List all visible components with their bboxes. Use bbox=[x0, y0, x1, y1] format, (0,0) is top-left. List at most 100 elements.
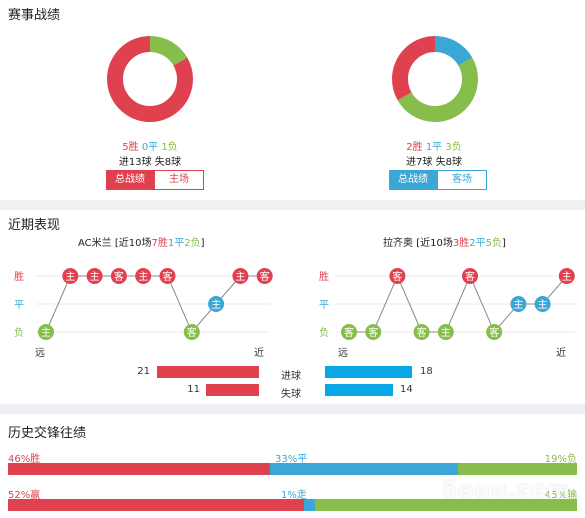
match-venue-label: 主 bbox=[41, 327, 51, 339]
left-win-count: 5胜 bbox=[122, 142, 139, 153]
match-result-point bbox=[86, 268, 103, 284]
right-record: 2胜 1平 3负 bbox=[384, 138, 484, 153]
match-venue-label: 主 bbox=[235, 271, 245, 283]
right-conceded-value: 14 bbox=[400, 384, 413, 395]
match-result-point bbox=[486, 324, 503, 340]
right-scored-bar bbox=[325, 366, 413, 378]
handicap-push-label: 1%走 bbox=[281, 490, 307, 501]
history-segment-p2 bbox=[303, 499, 316, 511]
match-result-point bbox=[62, 268, 79, 284]
match-venue-label: 客 bbox=[260, 270, 270, 283]
tab-overall-left[interactable]: 总战绩 bbox=[106, 170, 154, 190]
right-record-suffix: ] bbox=[501, 238, 506, 249]
left-donut bbox=[107, 36, 193, 122]
tab-away[interactable]: 客场 bbox=[437, 170, 487, 190]
left-recent-loss: 2负 bbox=[184, 238, 201, 249]
match-result-point bbox=[256, 268, 273, 284]
right-axis-near: 近 bbox=[556, 346, 566, 359]
history-segment-p1 bbox=[8, 463, 270, 475]
match-venue-label: 主 bbox=[441, 327, 451, 339]
left-recent-win: 7胜 bbox=[151, 238, 168, 249]
donut-slice-win bbox=[392, 36, 478, 122]
left-conceded-value: 11 bbox=[187, 384, 200, 395]
match-venue-label: 主 bbox=[211, 299, 221, 311]
match-venue-label: 客 bbox=[344, 326, 354, 339]
match-venue-label: 主 bbox=[138, 271, 148, 283]
summary-title: 赛事战绩 bbox=[8, 8, 61, 23]
recent-panel: 近期表现 AC米兰 [近10场7胜1平2负] 拉齐奥 [近10场3胜2平5负] … bbox=[0, 210, 585, 404]
match-result-point bbox=[510, 296, 527, 312]
left-axis-draw: 平 bbox=[14, 300, 24, 311]
right-recent-loss: 5负 bbox=[485, 238, 502, 249]
match-result-point bbox=[534, 296, 551, 312]
right-axis-win: 胜 bbox=[319, 271, 329, 283]
left-conceded-bar bbox=[205, 384, 259, 396]
right-axis-loss: 负 bbox=[319, 326, 329, 339]
history-win-label: 46%胜 bbox=[8, 454, 41, 465]
tab-overall-right[interactable]: 总战绩 bbox=[389, 170, 437, 190]
left-scored-value: 21 bbox=[137, 366, 150, 377]
right-loss-count: 3负 bbox=[445, 142, 462, 153]
left-record-prefix: [近10场 bbox=[114, 238, 152, 249]
match-result-point bbox=[232, 268, 249, 284]
match-venue-label: 客 bbox=[368, 326, 378, 339]
left-axis-far: 远 bbox=[35, 347, 45, 359]
left-recent-draw: 1平 bbox=[167, 238, 185, 249]
left-axis-win: 胜 bbox=[14, 271, 24, 283]
right-tabs: 总战绩 客场 bbox=[389, 170, 487, 190]
tab-home[interactable]: 主场 bbox=[154, 170, 204, 190]
handicap-win-label: 52%赢 bbox=[8, 490, 41, 501]
left-loss-count: 1负 bbox=[161, 142, 178, 153]
history-segment-p1 bbox=[8, 499, 304, 511]
left-goals: 进13球 失8球 bbox=[118, 157, 182, 168]
match-venue-label: 主 bbox=[562, 271, 572, 283]
match-result-point bbox=[208, 296, 225, 312]
left-record: 5胜 0平 1负 bbox=[100, 138, 200, 153]
match-result-point bbox=[413, 324, 430, 340]
history-segment-p3 bbox=[457, 463, 577, 475]
history-segment-p2 bbox=[269, 463, 458, 475]
left-draw-count: 0平 bbox=[141, 142, 159, 153]
match-venue-label: 主 bbox=[90, 271, 100, 283]
match-venue-label: 主 bbox=[513, 299, 523, 311]
left-axis-loss: 负 bbox=[14, 326, 24, 339]
left-team-record: AC米兰 [近10场7胜1平2负] bbox=[78, 234, 205, 249]
right-record-prefix: [近10场 bbox=[416, 238, 453, 249]
history-draw-label: 33%平 bbox=[275, 454, 308, 465]
left-tabs: 总战绩 主场 bbox=[106, 170, 204, 190]
form-line bbox=[349, 274, 568, 333]
match-result-point bbox=[110, 268, 127, 284]
history-result-bar bbox=[8, 463, 577, 475]
match-result-point bbox=[365, 324, 382, 340]
left-record-suffix: ] bbox=[200, 238, 205, 249]
match-venue-label: 客 bbox=[489, 326, 499, 339]
match-venue-label: 客 bbox=[417, 326, 427, 339]
match-result-point bbox=[437, 324, 454, 340]
right-recent-win: 3胜 bbox=[452, 238, 470, 249]
history-panel: 历史交锋往绩 46%胜 33%平 19%负 52%赢 1%走 45%输 5ouu… bbox=[0, 414, 585, 518]
left-form-chart: 胜 平 负 远 近 主主主客主客客主主客 bbox=[14, 268, 273, 359]
match-venue-label: 主 bbox=[65, 271, 75, 283]
right-donut bbox=[392, 36, 478, 122]
match-result-point bbox=[389, 268, 406, 284]
match-venue-label: 客 bbox=[114, 270, 124, 283]
right-team-name: 拉齐奥 bbox=[383, 238, 413, 249]
right-axis-draw: 平 bbox=[319, 300, 329, 311]
form-line bbox=[45, 275, 265, 333]
right-win-count: 2胜 bbox=[406, 142, 423, 153]
right-recent-draw: 2平 bbox=[469, 238, 486, 249]
match-venue-label: 主 bbox=[538, 299, 548, 311]
handicap-result-bar bbox=[8, 499, 577, 511]
left-team-name: AC米兰 bbox=[78, 238, 112, 249]
match-venue-label: 客 bbox=[392, 270, 402, 283]
donut-slice-win bbox=[107, 36, 193, 122]
match-result-point bbox=[462, 268, 478, 284]
history-loss-label: 19%负 bbox=[544, 454, 577, 465]
right-axis-far: 远 bbox=[338, 347, 348, 359]
recent-title: 近期表现 bbox=[8, 218, 61, 233]
right-team-record: 拉齐奥 [近10场3胜2平5负] bbox=[383, 234, 506, 249]
right-scored-value: 18 bbox=[420, 366, 433, 377]
match-venue-label: 客 bbox=[163, 270, 173, 283]
conceded-label: 失球 bbox=[281, 389, 301, 400]
right-draw-count: 1平 bbox=[425, 142, 443, 153]
